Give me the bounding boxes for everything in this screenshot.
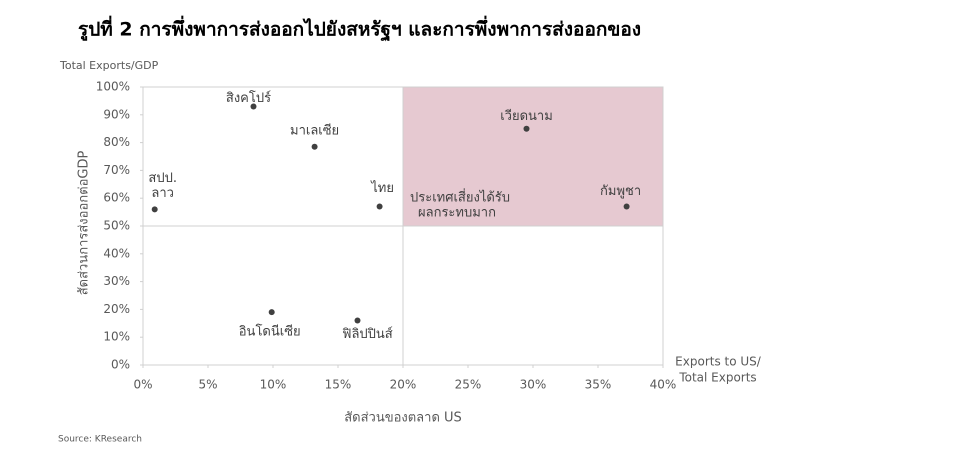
y-tick-label: 50% bbox=[103, 219, 130, 233]
x-tick-label: 10% bbox=[260, 378, 287, 392]
point-label: ไทย bbox=[370, 180, 394, 196]
y-tick-label: 10% bbox=[103, 330, 130, 344]
chart-title: รูปที่ 2 การพึ่งพาการส่งออกไปยังสหรัฐฯ แ… bbox=[78, 16, 641, 43]
annotation: ประเทศเสี่ยงได้รับ bbox=[410, 189, 510, 206]
x-tick-label: 35% bbox=[585, 378, 612, 392]
y-tick-label: 90% bbox=[103, 107, 130, 121]
y-axis-label: สัดส่วนการส่งออกต่อGDP bbox=[77, 151, 92, 296]
point-label: มาเลเซีย bbox=[290, 122, 339, 138]
y-corner-label: Total Exports/GDP bbox=[59, 59, 159, 72]
point bbox=[268, 309, 275, 316]
point bbox=[311, 143, 318, 150]
point-label: ลาว bbox=[151, 186, 174, 201]
x-tick-label: 0% bbox=[133, 378, 152, 392]
x-tick-label: 5% bbox=[198, 378, 217, 392]
point-label: เวียดนาม bbox=[500, 108, 553, 124]
point-label: สิงคโปร์ bbox=[226, 90, 271, 106]
y-tick-label: 30% bbox=[103, 274, 130, 288]
y-tick-label: 40% bbox=[103, 246, 130, 260]
point-label: กัมพูชา bbox=[600, 184, 641, 199]
point bbox=[523, 125, 530, 132]
x-tick-label: 30% bbox=[520, 378, 547, 392]
point-label: ฟิลิปปินส์ bbox=[342, 326, 393, 342]
point bbox=[623, 203, 630, 210]
y-tick-label: 100% bbox=[96, 80, 130, 94]
x-corner-label: Exports to US/ bbox=[675, 355, 762, 369]
y-tick-label: 0% bbox=[111, 358, 130, 372]
x-tick-label: 40% bbox=[650, 378, 677, 392]
y-tick-label: 60% bbox=[103, 191, 130, 205]
x-tick-label: 25% bbox=[455, 378, 482, 392]
x-axis-label: สัดส่วนของตลาด US bbox=[344, 411, 462, 426]
point bbox=[376, 203, 383, 210]
point-label: สปป. bbox=[148, 171, 177, 186]
x-tick-label: 20% bbox=[390, 378, 417, 392]
point-label: อินโดนีเซีย bbox=[239, 324, 301, 340]
y-tick-label: 70% bbox=[103, 163, 130, 177]
point bbox=[151, 206, 158, 213]
point bbox=[354, 317, 361, 324]
point bbox=[250, 103, 257, 110]
x-tick-label: 15% bbox=[325, 378, 352, 392]
y-tick-label: 80% bbox=[103, 135, 130, 149]
annotation: ผลกระทบมาก bbox=[418, 206, 496, 221]
y-tick-label: 20% bbox=[103, 302, 130, 316]
source: Source: KResearch bbox=[58, 435, 142, 445]
highlight-region bbox=[403, 87, 663, 226]
x-corner-label: Total Exports bbox=[678, 371, 756, 385]
